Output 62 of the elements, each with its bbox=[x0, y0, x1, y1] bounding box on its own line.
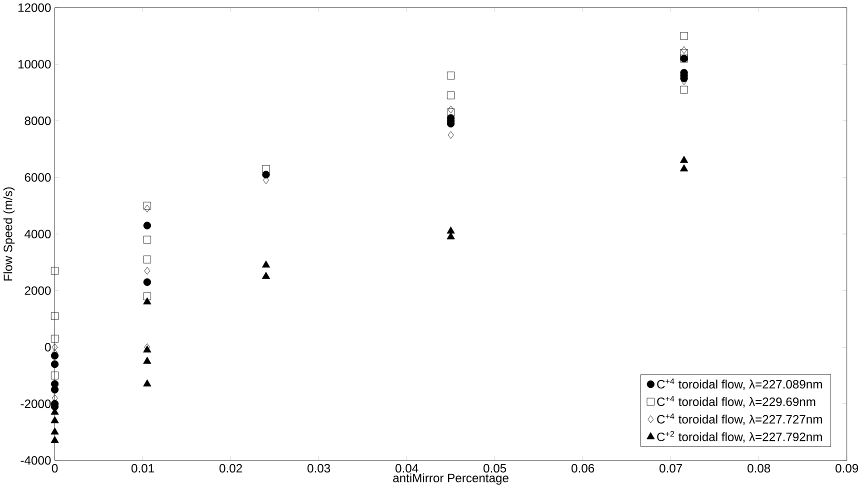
y-tick-label: 4000 bbox=[24, 230, 51, 238]
y-axis-title: Flow Speed (m/s) bbox=[3, 187, 15, 280]
point bbox=[446, 226, 455, 234]
point bbox=[446, 91, 455, 100]
point bbox=[143, 202, 152, 210]
point bbox=[446, 108, 455, 116]
legend-label: C$^{+2}$ toroidal flow, λ=227.792nm bbox=[657, 431, 822, 443]
x-tick-label: 0.07 bbox=[660, 464, 682, 472]
x-tick-label: 0.02 bbox=[219, 464, 242, 472]
point bbox=[50, 416, 59, 424]
point bbox=[680, 164, 688, 172]
y-tick-label: 6000 bbox=[24, 173, 51, 182]
x-tick-label: 0.08 bbox=[748, 464, 770, 472]
point bbox=[143, 256, 152, 264]
legend-label: C$^{+4}$ toroidal flow, λ=227.089nm bbox=[657, 378, 822, 390]
point bbox=[50, 386, 59, 394]
point bbox=[50, 312, 59, 320]
x-tick-label: 0.05 bbox=[484, 464, 506, 472]
y-tick-label: 0 bbox=[44, 342, 51, 352]
point bbox=[143, 379, 152, 386]
legend-label: C$^{+4}$ toroidal flow, λ=229.69nm bbox=[657, 396, 816, 408]
point bbox=[680, 86, 688, 94]
x-tick-label: 0.01 bbox=[131, 464, 154, 472]
y-tick-label: 12000 bbox=[18, 3, 51, 12]
point bbox=[144, 204, 150, 212]
point bbox=[144, 266, 150, 275]
point bbox=[680, 156, 688, 163]
x-axis-title: antiMirror Percentage bbox=[393, 473, 508, 485]
x-tick-label: 0 bbox=[52, 464, 58, 472]
point bbox=[143, 356, 152, 364]
x-tick-label: 0.03 bbox=[308, 464, 330, 472]
legend-label: C$^{+4}$ toroidal flow, λ=227.727nm bbox=[657, 413, 822, 425]
point bbox=[448, 131, 454, 139]
y-tick-label: -2000 bbox=[20, 399, 51, 408]
point bbox=[680, 32, 688, 40]
point bbox=[262, 272, 270, 279]
point bbox=[143, 297, 152, 304]
point bbox=[680, 49, 688, 57]
point bbox=[50, 436, 59, 443]
point bbox=[446, 72, 455, 80]
point bbox=[143, 292, 152, 300]
point bbox=[262, 165, 270, 173]
point bbox=[448, 106, 454, 114]
x-tick-label: 0.09 bbox=[836, 464, 858, 472]
point bbox=[50, 266, 59, 275]
y-tick-label: -4000 bbox=[20, 456, 51, 465]
point bbox=[143, 278, 152, 286]
y-tick-label: 2000 bbox=[24, 286, 51, 295]
x-tick-label: 0.04 bbox=[396, 464, 418, 472]
point bbox=[50, 427, 59, 434]
point bbox=[50, 334, 59, 343]
point bbox=[262, 260, 270, 268]
y-tick-label: 8000 bbox=[24, 116, 51, 126]
point bbox=[52, 343, 58, 352]
point bbox=[143, 236, 152, 244]
point bbox=[143, 222, 152, 230]
point bbox=[50, 372, 59, 380]
point bbox=[50, 360, 59, 368]
point bbox=[681, 46, 687, 54]
y-tick-label: 10000 bbox=[18, 60, 51, 68]
x-tick-label: 0.06 bbox=[572, 464, 594, 472]
point bbox=[446, 232, 455, 240]
